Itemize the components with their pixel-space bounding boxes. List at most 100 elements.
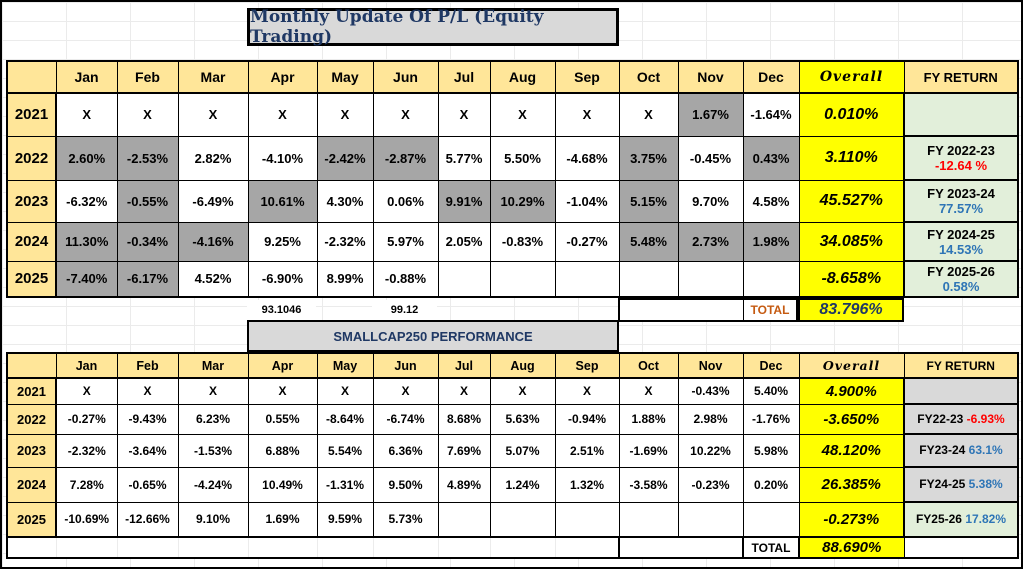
corner-cell[interactable] bbox=[6, 352, 57, 379]
empty-cell[interactable] bbox=[177, 536, 249, 559]
month-header[interactable]: Nov bbox=[677, 60, 744, 94]
pl-cell[interactable]: 4.58% bbox=[742, 179, 800, 223]
year-cell[interactable]: 2024 bbox=[6, 466, 57, 503]
overall-header[interactable]: Overall bbox=[798, 352, 905, 379]
pl-cell[interactable]: 5.07% bbox=[489, 433, 556, 468]
corner-cell[interactable] bbox=[6, 60, 57, 94]
pl-cell[interactable]: X bbox=[55, 92, 118, 137]
total-label[interactable]: TOTAL bbox=[750, 303, 790, 317]
pl-cell[interactable]: 5.77% bbox=[437, 135, 491, 181]
pl-cell[interactable]: -6.90% bbox=[247, 260, 318, 298]
pl-cell[interactable]: 6.36% bbox=[372, 433, 439, 468]
pl-cell[interactable] bbox=[742, 260, 800, 298]
pl-cell[interactable] bbox=[489, 501, 556, 538]
pl-cell[interactable] bbox=[677, 260, 744, 298]
footnote-apr[interactable]: 93.1046 bbox=[247, 300, 316, 320]
pl-cell[interactable]: X bbox=[316, 92, 374, 137]
pl-cell[interactable]: 10.29% bbox=[489, 179, 556, 223]
pl-cell[interactable]: X bbox=[489, 377, 556, 405]
month-header[interactable]: Apr bbox=[247, 352, 318, 379]
pl-cell[interactable]: X bbox=[489, 92, 556, 137]
pl-cell[interactable]: 5.40% bbox=[742, 377, 800, 405]
pl-cell[interactable]: -2.87% bbox=[372, 135, 439, 181]
month-header[interactable]: Apr bbox=[247, 60, 318, 94]
pl-cell[interactable]: 10.61% bbox=[247, 179, 318, 223]
pl-cell[interactable]: -1.76% bbox=[742, 403, 800, 435]
table1-title-box[interactable]: Monthly Update Of P/L (Equity Trading) bbox=[247, 7, 619, 47]
pl-cell[interactable]: X bbox=[116, 92, 179, 137]
pl-cell[interactable]: 1.98% bbox=[742, 221, 800, 262]
pl-cell[interactable]: 9.50% bbox=[372, 466, 439, 503]
pl-cell[interactable]: 1.32% bbox=[554, 466, 620, 503]
overall-header[interactable]: Overall bbox=[798, 60, 905, 94]
pl-cell[interactable]: X bbox=[55, 377, 118, 405]
year-cell[interactable]: 2024 bbox=[6, 221, 57, 262]
fy-return-cell[interactable]: FY 2023-24 77.57% bbox=[903, 179, 1019, 223]
pl-cell[interactable]: 7.69% bbox=[437, 433, 491, 468]
pl-cell[interactable]: -1.31% bbox=[316, 466, 374, 503]
pl-cell[interactable] bbox=[437, 501, 491, 538]
pl-cell[interactable]: 1.67% bbox=[677, 92, 744, 137]
pl-cell[interactable]: X bbox=[177, 92, 249, 137]
pl-cell[interactable]: -12.66% bbox=[116, 501, 179, 538]
pl-cell[interactable]: 0.55% bbox=[247, 403, 318, 435]
pl-cell[interactable]: 1.24% bbox=[489, 466, 556, 503]
pl-cell[interactable]: 5.97% bbox=[372, 221, 439, 262]
fy-return-header[interactable]: FY RETURN bbox=[903, 352, 1019, 379]
pl-cell[interactable]: 9.70% bbox=[677, 179, 744, 223]
month-header[interactable]: Mar bbox=[177, 60, 249, 94]
overall-cell[interactable]: 45.527% bbox=[798, 179, 905, 223]
pl-cell[interactable]: 9.91% bbox=[437, 179, 491, 223]
pl-cell[interactable]: X bbox=[618, 92, 679, 137]
pl-cell[interactable]: 5.50% bbox=[489, 135, 556, 181]
empty-cell[interactable] bbox=[489, 536, 556, 559]
pl-cell[interactable]: X bbox=[116, 377, 179, 405]
pl-cell[interactable]: 3.75% bbox=[618, 135, 679, 181]
pl-cell[interactable]: 8.99% bbox=[316, 260, 374, 298]
pl-cell[interactable]: -6.32% bbox=[55, 179, 118, 223]
pl-cell[interactable]: 0.43% bbox=[742, 135, 800, 181]
pl-cell[interactable]: 1.88% bbox=[618, 403, 679, 435]
pl-cell[interactable]: X bbox=[618, 377, 679, 405]
pl-cell[interactable]: X bbox=[316, 377, 374, 405]
overall-cell[interactable]: 4.900% bbox=[798, 377, 905, 405]
pl-cell[interactable]: 5.48% bbox=[618, 221, 679, 262]
pl-cell[interactable] bbox=[742, 501, 800, 538]
month-header[interactable]: Sep bbox=[554, 352, 620, 379]
pl-cell[interactable]: X bbox=[177, 377, 249, 405]
month-header[interactable]: Nov bbox=[677, 352, 744, 379]
pl-cell[interactable]: X bbox=[554, 92, 620, 137]
fy-return-cell[interactable]: FY23-24 63.1% bbox=[903, 433, 1019, 468]
pl-cell[interactable]: -3.58% bbox=[618, 466, 679, 503]
empty-cell[interactable] bbox=[618, 536, 744, 559]
fy-return-cell[interactable]: FY22-23 -6.93% bbox=[903, 403, 1019, 435]
year-cell[interactable]: 2022 bbox=[6, 135, 57, 181]
pl-cell[interactable]: -4.16% bbox=[177, 221, 249, 262]
pl-cell[interactable]: -0.34% bbox=[116, 221, 179, 262]
empty-cell[interactable] bbox=[620, 300, 744, 320]
fy-return-cell[interactable]: FY 2025-26 0.58% bbox=[903, 260, 1019, 298]
pl-cell[interactable]: 4.52% bbox=[177, 260, 249, 298]
month-header[interactable]: Aug bbox=[489, 60, 556, 94]
pl-cell[interactable]: X bbox=[437, 92, 491, 137]
pl-cell[interactable]: -0.27% bbox=[55, 403, 118, 435]
pl-cell[interactable] bbox=[677, 501, 744, 538]
pl-cell[interactable]: 9.59% bbox=[316, 501, 374, 538]
pl-cell[interactable]: 4.89% bbox=[437, 466, 491, 503]
pl-cell[interactable]: 6.88% bbox=[247, 433, 318, 468]
pl-cell[interactable]: -1.53% bbox=[177, 433, 249, 468]
pl-cell[interactable]: 0.06% bbox=[372, 179, 439, 223]
pl-cell[interactable]: -6.17% bbox=[116, 260, 179, 298]
footnote-jun[interactable]: 99.12 bbox=[372, 300, 437, 320]
empty-cell[interactable] bbox=[55, 536, 118, 559]
pl-cell[interactable]: -0.55% bbox=[116, 179, 179, 223]
pl-cell[interactable]: 6.23% bbox=[177, 403, 249, 435]
month-header[interactable]: Feb bbox=[116, 352, 179, 379]
pl-cell[interactable]: -0.27% bbox=[554, 221, 620, 262]
pl-cell[interactable]: 10.49% bbox=[247, 466, 318, 503]
pl-cell[interactable]: -2.53% bbox=[116, 135, 179, 181]
year-cell[interactable]: 2025 bbox=[6, 501, 57, 538]
month-header[interactable]: Jan bbox=[55, 352, 118, 379]
pl-cell[interactable]: 2.60% bbox=[55, 135, 118, 181]
pl-cell[interactable]: -4.10% bbox=[247, 135, 318, 181]
